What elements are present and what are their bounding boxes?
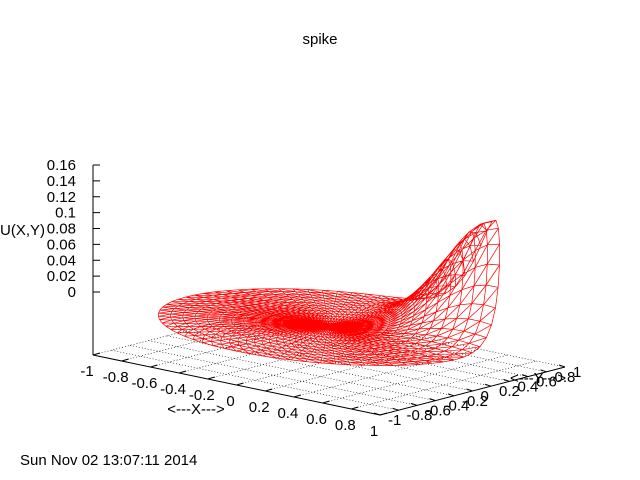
- x-tick-mark: [92, 352, 101, 356]
- x-tick-mark: [322, 400, 330, 404]
- x-tick-mark: [379, 412, 388, 416]
- x-tick-mark: [351, 406, 359, 410]
- y-tick-label: 0.4: [518, 378, 539, 395]
- x-tick-label: -0.8: [103, 369, 129, 386]
- z-tick-label: 0.06: [47, 236, 76, 253]
- y-tick-mark: [540, 369, 547, 373]
- grid-line-x: [322, 354, 508, 404]
- x-tick-label: -0.4: [160, 381, 186, 398]
- timestamp: Sun Nov 02 13:07:11 2014: [20, 452, 198, 469]
- x-tick-label: -0.6: [131, 375, 157, 392]
- x-tick-mark: [207, 376, 215, 380]
- z-tick-label: 0.1: [55, 205, 76, 222]
- y-tick-label: -0.4: [444, 398, 470, 415]
- grid-line-y: [277, 306, 566, 368]
- surface-mesh: [158, 219, 500, 366]
- x-tick-mark: [150, 364, 158, 368]
- z-tick-label: 0.04: [47, 252, 76, 269]
- x-tick-label: 0.2: [249, 399, 270, 416]
- z-tick-label: 0.14: [47, 173, 76, 190]
- grid-line-y: [129, 345, 418, 406]
- x-tick-mark: [178, 370, 187, 374]
- tick-labels: -1 -0.8 -0.6 -0.4 -0.2 0 0.2 0.4 0.6 0.8 1-1 -0.8-0…: [47, 157, 582, 440]
- x-tick-label: 1: [370, 423, 378, 440]
- y-tick-mark: [410, 402, 418, 406]
- x-tick-mark: [121, 358, 129, 362]
- y-tick-mark: [392, 407, 399, 411]
- z-tick-label: 0.16: [47, 157, 76, 174]
- y-tick-mark: [558, 364, 566, 368]
- grid-line-x: [351, 360, 537, 410]
- surface-wireframe: [158, 219, 500, 366]
- y-tick-mark: [373, 412, 381, 416]
- x-tick-label: -1: [80, 363, 93, 380]
- x-tick-label: 0.8: [335, 417, 356, 434]
- y-tick-label: -1: [388, 412, 401, 429]
- x-tick-label: 0: [226, 393, 234, 410]
- y-axis-label: <---Y--->: [510, 370, 566, 387]
- y-tick-label: 1: [573, 364, 581, 381]
- x-tick-mark: [236, 382, 244, 386]
- z-axis-label: U(X,Y): [0, 222, 45, 239]
- grid-line-y: [185, 330, 473, 392]
- x-tick-label: 0.4: [277, 405, 298, 422]
- grid-line-y: [148, 340, 436, 401]
- z-tick-label: 0: [68, 284, 76, 301]
- y-tick-label: -0.2: [462, 393, 488, 410]
- y-tick-label: 0.8: [555, 369, 576, 386]
- y-tick-label: 0.6: [536, 374, 557, 391]
- z-tick-label: 0.08: [47, 221, 76, 238]
- y-tick-mark: [521, 374, 529, 378]
- x-tick-mark: [293, 394, 302, 398]
- x-tick-label: 0.6: [306, 411, 327, 428]
- y-tick-mark: [447, 393, 455, 397]
- grid-line-x: [92, 306, 279, 356]
- z-tick-label: 0.12: [47, 189, 76, 206]
- y-tick-label: -0.8: [407, 407, 433, 424]
- y-tick-mark: [466, 388, 473, 392]
- y-tick-label: 0: [481, 388, 489, 405]
- x-axis-label: <---X--->: [167, 401, 225, 418]
- x-tick-mark: [265, 388, 273, 392]
- y-tick-mark: [429, 398, 436, 402]
- y-tick-mark: [484, 383, 492, 387]
- x-tick-label: -0.2: [189, 387, 215, 404]
- axes: [92, 165, 566, 416]
- grid-line-x: [207, 330, 393, 380]
- chart-title: spike: [302, 31, 337, 48]
- y-tick-mark: [503, 378, 510, 382]
- y-tick-label: 0.2: [499, 383, 520, 400]
- z-tick-label: 0.02: [47, 268, 76, 285]
- grid-line-y: [111, 349, 399, 411]
- grid-line-y: [222, 321, 510, 382]
- y-tick-label: -0.6: [425, 402, 451, 419]
